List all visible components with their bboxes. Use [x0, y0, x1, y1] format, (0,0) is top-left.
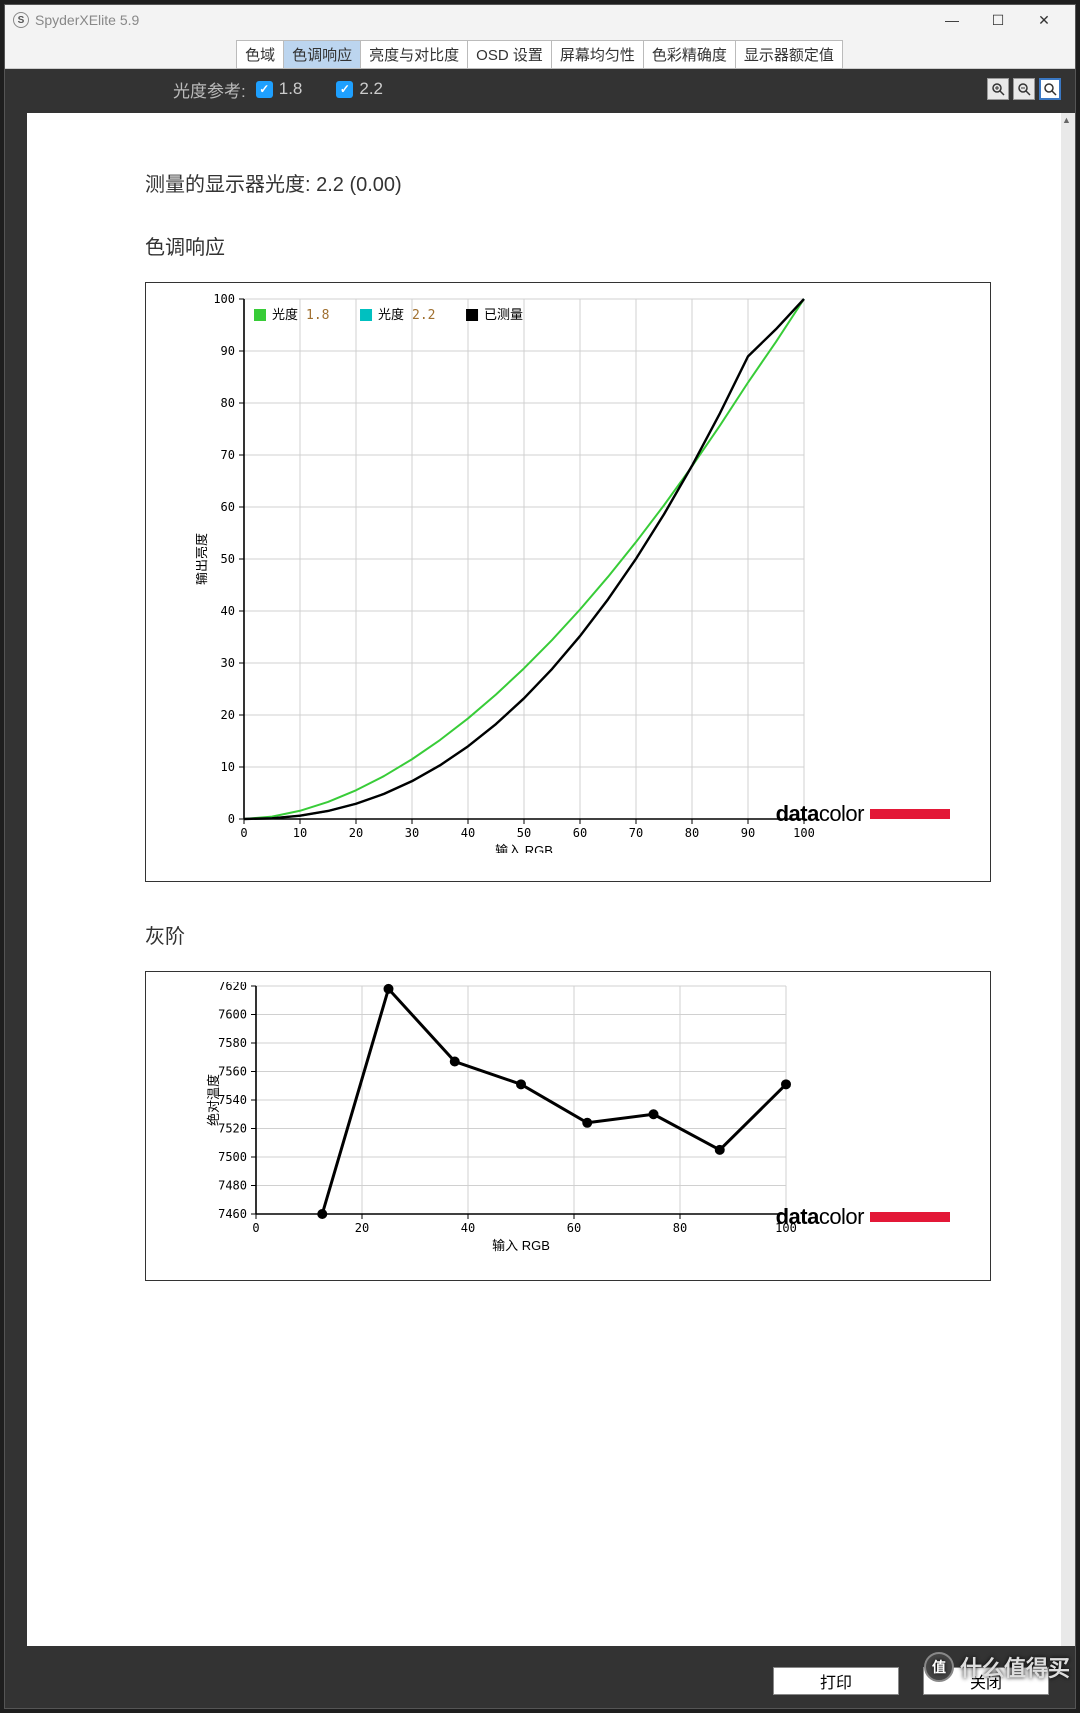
smzdm-text: 什么值得买: [960, 1651, 1070, 1683]
svg-text:7620: 7620: [218, 982, 247, 993]
scrollbar[interactable]: [1059, 113, 1075, 1646]
svg-text:7480: 7480: [218, 1179, 247, 1193]
svg-text:80: 80: [685, 826, 699, 840]
zoom-in-button[interactable]: [987, 78, 1009, 100]
svg-text:7520: 7520: [218, 1122, 247, 1136]
report-page: 测量的显示器光度: 2.2 (0.00) 色调响应 01020304050607…: [27, 113, 1061, 1646]
svg-text:输入 RGB: 输入 RGB: [492, 1238, 550, 1253]
measured-gamma-title: 测量的显示器光度: 2.2 (0.00): [145, 168, 1021, 197]
svg-text:20: 20: [221, 708, 235, 722]
svg-text:60: 60: [221, 500, 235, 514]
close-button[interactable]: ✕: [1021, 5, 1067, 35]
grayscale-heading: 灰阶: [145, 920, 1021, 949]
svg-text:40: 40: [461, 826, 475, 840]
smzdm-badge-icon: 值: [924, 1652, 954, 1682]
svg-text:1.8: 1.8: [306, 308, 329, 323]
checkbox-2-2[interactable]: ✓: [336, 81, 353, 98]
gamma-ref-label: 光度参考:: [173, 77, 246, 102]
page-viewport: 测量的显示器光度: 2.2 (0.00) 色调响应 01020304050607…: [5, 109, 1075, 1654]
zoom-fit-button[interactable]: [1039, 78, 1061, 100]
svg-text:90: 90: [741, 826, 755, 840]
svg-text:40: 40: [221, 604, 235, 618]
tone-response-chart: 0 10 20 30 40 50 60 70 80 90 100 0 10 20 30 40 50 60 70 80 9…: [145, 282, 991, 882]
datacolor-watermark: datacolor: [776, 801, 950, 827]
checkbox-1-8[interactable]: ✓: [256, 81, 273, 98]
svg-text:光度: 光度: [378, 307, 404, 322]
window-title: SpyderXElite 5.9: [35, 12, 139, 28]
svg-text:绝对温度: 绝对温度: [206, 1074, 221, 1126]
tone-response-heading: 色调响应: [145, 231, 1021, 260]
svg-text:20: 20: [349, 826, 363, 840]
svg-text:100: 100: [213, 293, 235, 306]
option-bar: 光度参考: ✓ 1.8 ✓ 2.2: [5, 69, 1075, 109]
svg-text:7540: 7540: [218, 1093, 247, 1107]
svg-text:0: 0: [240, 826, 247, 840]
titlebar: S SpyderXElite 5.9 — ☐ ✕: [5, 5, 1075, 35]
smzdm-overlay: 值 什么值得买: [924, 1651, 1070, 1683]
svg-text:80: 80: [221, 396, 235, 410]
datacolor-watermark-2: datacolor: [776, 1204, 950, 1230]
svg-text:输出亮度: 输出亮度: [196, 533, 209, 585]
tab-bar: 色域色调响应亮度与对比度OSD 设置屏幕均匀性色彩精确度显示器额定值: [5, 35, 1075, 69]
app-body: 光度参考: ✓ 1.8 ✓ 2.2 测量的显示器光度: 2.2 (0.00) 色…: [5, 69, 1075, 1708]
print-button[interactable]: 打印: [773, 1667, 899, 1695]
svg-text:7600: 7600: [218, 1008, 247, 1022]
svg-text:40: 40: [461, 1221, 475, 1235]
svg-text:0: 0: [228, 812, 235, 826]
svg-text:60: 60: [567, 1221, 581, 1235]
svg-text:80: 80: [673, 1221, 687, 1235]
svg-text:光度: 光度: [272, 307, 298, 322]
svg-text:70: 70: [629, 826, 643, 840]
svg-text:50: 50: [221, 552, 235, 566]
svg-text:30: 30: [405, 826, 419, 840]
svg-text:90: 90: [221, 344, 235, 358]
svg-text:7500: 7500: [218, 1150, 247, 1164]
grayscale-chart: 7460 7480 7500 7520 7540 7560 7580 7600 7620 0 20 4…: [145, 971, 991, 1281]
svg-text:输入 RGB: 输入 RGB: [495, 843, 553, 853]
app-icon: S: [13, 12, 29, 28]
svg-text:0: 0: [252, 1221, 259, 1235]
tab-6[interactable]: 显示器额定值: [735, 40, 843, 69]
svg-text:7560: 7560: [218, 1065, 247, 1079]
svg-text:20: 20: [355, 1221, 369, 1235]
minimize-button[interactable]: —: [929, 5, 975, 35]
tab-2[interactable]: 亮度与对比度: [360, 40, 468, 69]
svg-text:30: 30: [221, 656, 235, 670]
svg-text:10: 10: [293, 826, 307, 840]
tab-3[interactable]: OSD 设置: [467, 40, 552, 69]
tab-5[interactable]: 色彩精确度: [643, 40, 736, 69]
tab-1[interactable]: 色调响应: [283, 40, 361, 69]
svg-text:已测量: 已测量: [484, 307, 523, 322]
svg-text:2.2: 2.2: [412, 308, 435, 323]
zoom-out-button[interactable]: [1013, 78, 1035, 100]
svg-text:60: 60: [573, 826, 587, 840]
svg-text:10: 10: [221, 760, 235, 774]
tab-0[interactable]: 色域: [236, 40, 284, 69]
svg-text:70: 70: [221, 448, 235, 462]
footer-bar: 打印 关闭: [5, 1654, 1075, 1708]
checkbox-1-8-label: 1.8: [279, 79, 303, 99]
svg-text:50: 50: [517, 826, 531, 840]
checkbox-2-2-label: 2.2: [359, 79, 383, 99]
app-window: S SpyderXElite 5.9 — ☐ ✕ 色域色调响应亮度与对比度OSD…: [4, 4, 1076, 1709]
maximize-button[interactable]: ☐: [975, 5, 1021, 35]
svg-text:7460: 7460: [218, 1207, 247, 1221]
svg-text:100: 100: [793, 826, 815, 840]
svg-text:7580: 7580: [218, 1036, 247, 1050]
tab-4[interactable]: 屏幕均匀性: [551, 40, 644, 69]
